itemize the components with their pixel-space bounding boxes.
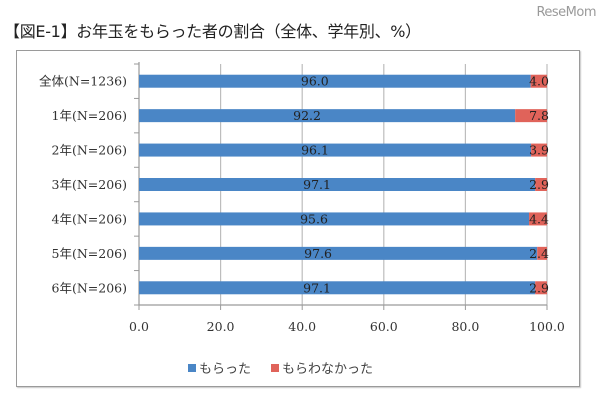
bar-received bbox=[139, 246, 538, 260]
x-tick-label: 40.0 bbox=[288, 319, 316, 334]
bar-received bbox=[139, 178, 536, 191]
bar-not-received bbox=[515, 109, 547, 123]
chart-frame bbox=[16, 50, 580, 387]
bar-not-received bbox=[535, 281, 547, 295]
category-label: 5年(N=206) bbox=[52, 246, 127, 261]
bar-not-received bbox=[531, 143, 547, 157]
legend-swatch-received bbox=[188, 363, 196, 372]
legend-label-received: もらった bbox=[199, 362, 252, 377]
data-label-not-received: 2.4 bbox=[529, 246, 549, 261]
bar-received bbox=[139, 143, 532, 157]
data-label-received: 97.1 bbox=[303, 177, 331, 192]
data-label-received: 95.6 bbox=[300, 211, 328, 226]
data-label-received: 97.6 bbox=[304, 246, 332, 261]
bar-not-received bbox=[529, 212, 547, 226]
bar-not-received bbox=[530, 74, 547, 88]
legend-item-received: もらった bbox=[188, 358, 251, 377]
legend: もらった もらわなかった bbox=[188, 358, 373, 377]
category-label: 4年(N=206) bbox=[52, 211, 127, 226]
category-label: 全体(N=1236) bbox=[39, 74, 127, 89]
bars bbox=[139, 74, 547, 295]
data-label-not-received: 2.9 bbox=[529, 177, 549, 192]
data-label-not-received: 4.4 bbox=[529, 211, 549, 226]
watermark-logo: ReseMom bbox=[536, 5, 596, 20]
data-label-received: 96.0 bbox=[301, 74, 329, 89]
legend-swatch-not-received bbox=[271, 363, 280, 372]
legend-label-not-received: もらわなかった bbox=[282, 362, 374, 377]
data-label-received: 92.2 bbox=[293, 108, 321, 123]
bar-received bbox=[139, 74, 531, 88]
labels: 全体(N=1236) 96.0 4.0 1年(N=206) 92.2 7.8 2年(N=20… bbox=[39, 74, 549, 296]
data-label-not-received: 3.9 bbox=[529, 143, 549, 158]
bar-received bbox=[139, 281, 536, 295]
data-label-not-received: 4.0 bbox=[529, 74, 549, 89]
x-tick-label: 20.0 bbox=[207, 319, 235, 334]
category-label: 2年(N=206) bbox=[52, 143, 127, 158]
data-label-not-received: 2.9 bbox=[529, 280, 549, 295]
x-tick-label: 80.0 bbox=[451, 319, 479, 334]
legend-item-not-received: もらわなかった bbox=[271, 358, 373, 377]
bar-received bbox=[139, 212, 530, 226]
chart-title: 【図E-1】お年玉をもらった者の割合（全体、学年別、%） bbox=[4, 22, 421, 41]
bar-not-received bbox=[535, 178, 547, 191]
category-label: 6年(N=206) bbox=[52, 280, 127, 295]
data-label-received: 96.1 bbox=[301, 143, 329, 158]
category-label: 3年(N=206) bbox=[52, 177, 127, 192]
data-label-received: 97.1 bbox=[303, 280, 331, 295]
category-label: 1年(N=206) bbox=[52, 108, 127, 123]
bar-not-received bbox=[537, 246, 547, 260]
x-tick-label: 60.0 bbox=[370, 319, 398, 334]
data-label-not-received: 7.8 bbox=[529, 108, 549, 123]
x-tick-label: 100.0 bbox=[529, 319, 565, 334]
bar-received bbox=[139, 109, 516, 123]
x-tick-label: 0.0 bbox=[129, 319, 149, 334]
